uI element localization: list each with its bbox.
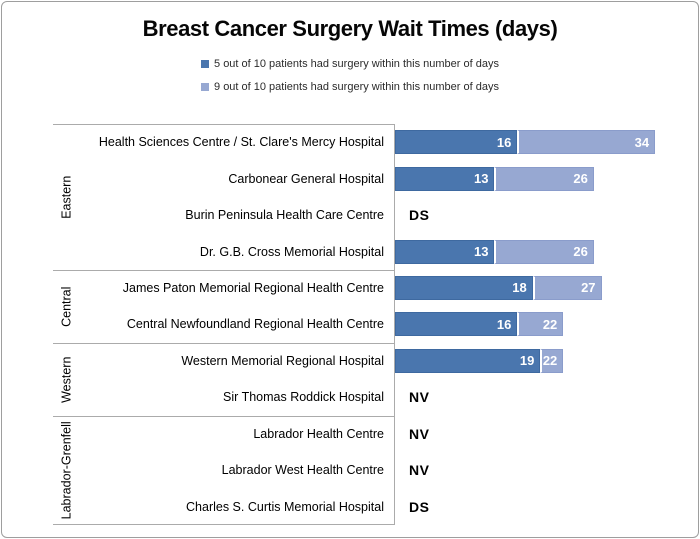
data-note-label: DS: [409, 207, 430, 224]
bar-value-label: 13: [473, 171, 489, 187]
legend-item: 9 out of 10 patients had surgery within …: [201, 81, 499, 93]
bar-row: DS: [395, 488, 700, 524]
bar-value-label: 22: [542, 353, 558, 369]
category-label: Dr. G.B. Cross Memorial Hospital: [199, 244, 384, 259]
plot-area: 16 34 13 26 DS 13 26 18 27 16 22 19 22 NV NV NV DS: [394, 124, 700, 525]
category-label: Carbonear General Hospital: [228, 171, 384, 186]
bar-segment-p90: 22: [517, 312, 564, 337]
region-label: Eastern: [59, 175, 74, 219]
bar-value-label: 26: [573, 244, 588, 260]
bar-segment-p50: 13: [395, 166, 495, 191]
bar-value-label: 16: [496, 134, 512, 150]
category-label: James Paton Memorial Regional Health Cen…: [122, 280, 384, 295]
bar-row: 16 34: [395, 124, 700, 160]
category-label: Burin Peninsula Health Care Centre: [185, 208, 384, 223]
data-note-label: NV: [409, 389, 430, 406]
category-label: Charles S. Curtis Memorial Hospital: [186, 499, 384, 514]
bar-segment-p50: 19: [395, 348, 541, 373]
bar-value-label: 27: [581, 280, 596, 296]
group-separator-line: [53, 415, 394, 417]
bar-segment-p90: 26: [494, 239, 594, 264]
group-separator-line: [53, 524, 394, 525]
bar-value-label: 22: [542, 316, 558, 332]
data-note-label: NV: [409, 425, 430, 442]
bar-segment-p90: 26: [494, 166, 594, 191]
bar-segment-p50: 16: [395, 312, 518, 337]
bar-row: NV: [395, 452, 700, 488]
legend-item-label: 9 out of 10 patients had surgery within …: [214, 81, 499, 93]
bar-value-label: 34: [634, 134, 650, 150]
legend-color-swatch-icon: [201, 60, 210, 68]
category-label-area: Eastern Health Sciences Centre / St. Clar…: [53, 124, 394, 525]
group-separator-line: [53, 269, 394, 271]
bar-value-label: 16: [496, 316, 512, 332]
bar-row: 16 22: [395, 306, 700, 342]
chart-area: Eastern Health Sciences Centre / St. Clar…: [53, 124, 700, 525]
bar-value-label: 18: [512, 280, 527, 296]
group-separator-line: [53, 124, 394, 125]
page-title: Breast Cancer Surgery Wait Times (days): [142, 16, 558, 41]
bar-row: 19 22: [395, 343, 700, 379]
bar-row: 18 27: [395, 270, 700, 306]
bar-row: NV: [395, 416, 700, 452]
category-label: Sir Thomas Roddick Hospital: [223, 390, 384, 405]
bar-value-label: 13: [473, 244, 489, 260]
category-label: Labrador Health Centre: [253, 426, 384, 441]
region-label: Labrador-Grenfell: [59, 421, 74, 520]
data-note-label: DS: [409, 498, 430, 515]
data-note-label: NV: [409, 462, 430, 479]
category-label: Western Memorial Regional Hospital: [181, 353, 384, 368]
bar-segment-p50: 13: [395, 239, 495, 264]
bar-segment-p90: 22: [540, 348, 564, 373]
region-label: Central: [59, 286, 74, 327]
bar-row: NV: [395, 379, 700, 415]
category-label: Central Newfoundland Regional Health Cen…: [126, 317, 384, 332]
group-separator-line: [53, 342, 394, 344]
category-label: Labrador West Health Centre: [221, 463, 384, 478]
category-label: Health Sciences Centre / St. Clare's Mer…: [98, 135, 384, 150]
bar-row: 13 26: [395, 160, 700, 196]
bar-segment-p90: 34: [517, 130, 656, 155]
legend: 5 out of 10 patients had surgery within …: [2, 58, 698, 93]
legend-item-label: 5 out of 10 patients had surgery within …: [214, 58, 499, 70]
bar-segment-p90: 27: [532, 275, 602, 300]
bar-segment-p50: 18: [395, 275, 533, 300]
bar-value-label: 26: [573, 171, 588, 187]
bar-value-label: 19: [519, 353, 535, 369]
legend-item: 5 out of 10 patients had surgery within …: [201, 58, 499, 70]
bar-row: DS: [395, 197, 700, 233]
region-label: Western: [59, 355, 74, 403]
bar-row: 13 26: [395, 233, 700, 269]
legend-color-swatch-icon: [201, 83, 210, 91]
bar-segment-p50: 16: [395, 130, 518, 155]
